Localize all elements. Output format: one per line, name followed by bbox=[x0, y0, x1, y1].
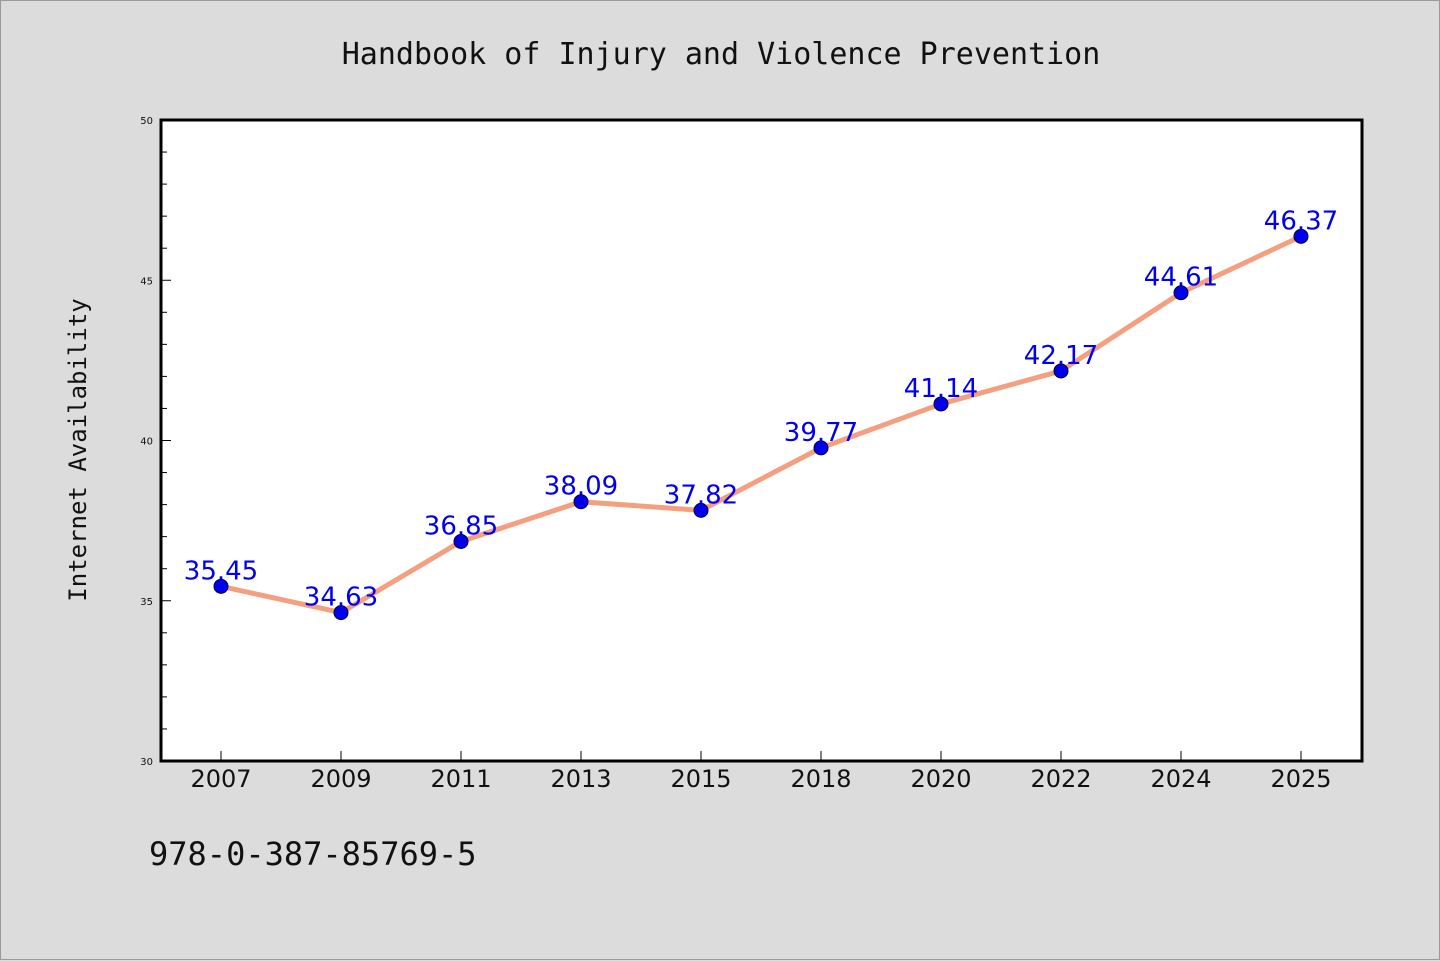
data-point bbox=[933, 396, 949, 412]
data-label: 44.61 bbox=[1144, 263, 1218, 293]
y-tick-label: 45 bbox=[140, 276, 153, 287]
data-label: 36.85 bbox=[424, 511, 498, 541]
series-line bbox=[218, 233, 1304, 616]
data-point bbox=[333, 605, 349, 621]
y-tick-label: 40 bbox=[140, 437, 153, 448]
data-point bbox=[813, 440, 829, 456]
data-label: 35.45 bbox=[184, 556, 258, 586]
chart-title: Handbook of Injury and Violence Preventi… bbox=[342, 37, 1101, 72]
y-tick-label: 35 bbox=[140, 597, 153, 608]
data-point bbox=[1053, 363, 1069, 379]
data-label: 46.37 bbox=[1264, 206, 1338, 236]
y-axis-label: Internet Availability bbox=[64, 298, 92, 601]
data-label: 41.14 bbox=[904, 374, 978, 404]
x-tick-label: 2007 bbox=[190, 765, 251, 793]
data-label: 38.09 bbox=[544, 472, 618, 502]
x-tick-label: 2011 bbox=[430, 765, 491, 793]
data-point bbox=[693, 502, 709, 518]
y-tick-label: 50 bbox=[140, 116, 153, 127]
x-tick-label: 2018 bbox=[790, 765, 851, 793]
x-tick-label: 2015 bbox=[670, 765, 731, 793]
x-tick-label: 2024 bbox=[1150, 765, 1211, 793]
x-axis: 2007 2009 2011 2013 2015 2018 2020 2022 2024 2025 bbox=[190, 751, 1332, 793]
data-label: 39.77 bbox=[784, 418, 858, 448]
data-point bbox=[573, 494, 589, 510]
data-label: 42.17 bbox=[1024, 341, 1098, 371]
y-tick-label: 30 bbox=[140, 757, 153, 768]
plot-area bbox=[159, 118, 1364, 763]
x-tick-label: 2013 bbox=[550, 765, 611, 793]
data-label: 37.82 bbox=[664, 480, 738, 510]
data-point bbox=[1173, 285, 1189, 301]
x-tick-label: 2022 bbox=[1030, 765, 1091, 793]
x-tick-label: 2025 bbox=[1270, 765, 1331, 793]
data-point bbox=[453, 533, 469, 549]
footer-isbn: 978-0-387-85769-5 bbox=[149, 835, 477, 873]
x-tick-label: 2009 bbox=[310, 765, 371, 793]
data-series: 35.45 34.63 36.85 38.09 37.82 39.77 41.14 42.17… bbox=[184, 206, 1338, 621]
data-point bbox=[213, 578, 229, 594]
data-point bbox=[1293, 228, 1309, 244]
data-label: 34.63 bbox=[304, 583, 378, 613]
y-axis: 30 35 40 45 50 bbox=[140, 116, 171, 768]
x-tick-label: 2020 bbox=[910, 765, 971, 793]
